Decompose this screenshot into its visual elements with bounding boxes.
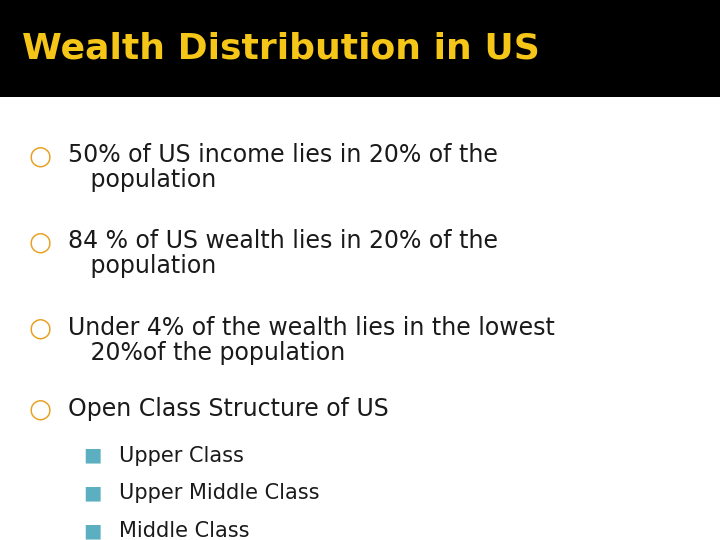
Text: ○: ○ bbox=[29, 143, 52, 169]
Text: ■: ■ bbox=[83, 521, 102, 540]
Text: 84 % of US wealth lies in 20% of the: 84 % of US wealth lies in 20% of the bbox=[68, 230, 498, 253]
Text: Under 4% of the wealth lies in the lowest: Under 4% of the wealth lies in the lowes… bbox=[68, 316, 555, 340]
Text: Upper Middle Class: Upper Middle Class bbox=[119, 483, 319, 503]
Text: Open Class Structure of US: Open Class Structure of US bbox=[68, 397, 389, 421]
Text: population: population bbox=[68, 254, 217, 278]
Bar bbox=[0, 0, 720, 97]
Text: 20%of the population: 20%of the population bbox=[68, 341, 346, 364]
Text: 50% of US income lies in 20% of the: 50% of US income lies in 20% of the bbox=[68, 143, 498, 167]
Text: ○: ○ bbox=[29, 316, 52, 342]
Text: Middle Class: Middle Class bbox=[119, 521, 249, 540]
Text: ○: ○ bbox=[29, 397, 52, 423]
Text: population: population bbox=[68, 168, 217, 192]
Text: ■: ■ bbox=[83, 483, 102, 502]
Text: Upper Class: Upper Class bbox=[119, 446, 243, 465]
Text: Wealth Distribution in US: Wealth Distribution in US bbox=[22, 32, 539, 65]
Text: ○: ○ bbox=[29, 230, 52, 255]
Text: ■: ■ bbox=[83, 446, 102, 464]
